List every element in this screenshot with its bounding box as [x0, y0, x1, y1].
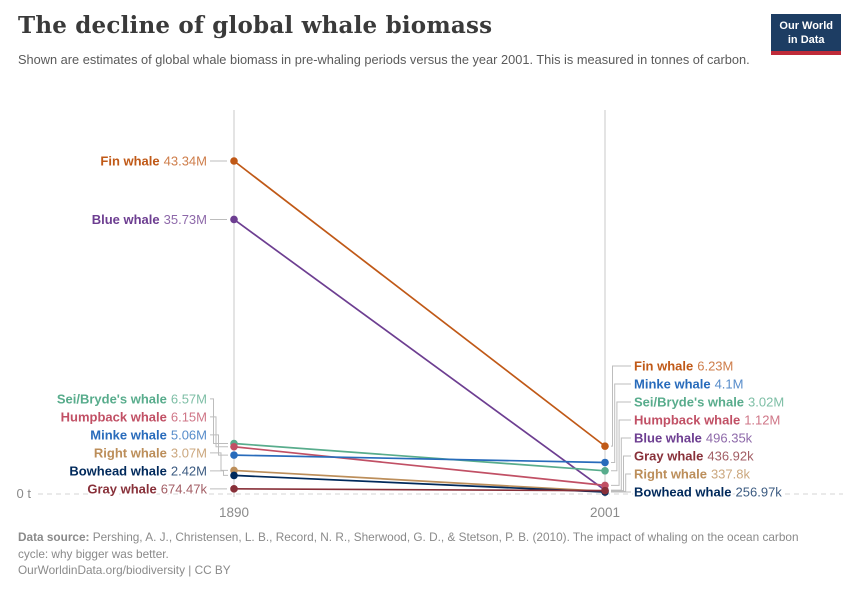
series-dot-1890-bowhead-whale[interactable] [230, 471, 238, 480]
owid-logo-line1: Our World [779, 20, 833, 32]
label-leader-right-sei-bryde-s-whale [611, 401, 631, 472]
series-label-left-blue-whale[interactable]: Blue whale 35.73M [90, 210, 209, 229]
x-axis-tick-2001: 2001 [590, 505, 620, 520]
series-line-right-whale[interactable] [233, 469, 606, 493]
series-label-right-gray-whale[interactable]: Gray whale 436.92k [632, 447, 756, 466]
series-label-right-right-whale[interactable]: Right whale 337.8k [632, 465, 752, 484]
label-leader-left-sei-bryde-s-whale [210, 398, 228, 445]
series-dot-1890-fin-whale[interactable] [230, 157, 238, 165]
owid-logo-line2: in Data [787, 34, 825, 47]
label-leader-left-minke-whale [210, 434, 228, 456]
series-dot-1890-blue-whale[interactable] [230, 215, 238, 224]
y-axis-zero-label: 0 t [17, 486, 32, 501]
series-label-left-minke-whale[interactable]: Minke whale 5.06M [89, 426, 209, 445]
page-subtitle: Shown are estimates of global whale biom… [18, 52, 750, 67]
series-line-minke-whale[interactable] [233, 454, 606, 464]
x-axis-tick-1890: 1890 [219, 505, 249, 520]
series-label-left-bowhead-whale[interactable]: Bowhead whale 2.42M [68, 462, 209, 481]
series-line-blue-whale[interactable] [233, 218, 606, 491]
series-label-right-bowhead-whale[interactable]: Bowhead whale 256.97k [632, 483, 784, 502]
series-line-fin-whale[interactable] [233, 160, 606, 447]
series-dot-2001-minke-whale[interactable] [601, 458, 609, 467]
series-label-left-right-whale[interactable]: Right whale 3.07M [92, 444, 209, 463]
series-dot-2001-humpback-whale[interactable] [601, 481, 609, 490]
series-label-left-humpback-whale[interactable]: Humpback whale 6.15M [59, 408, 209, 427]
label-leader-right-minke-whale [611, 383, 631, 463]
owid-logo[interactable]: Our World in Data [771, 14, 841, 55]
label-leader-left-bowhead-whale [210, 470, 228, 476]
series-line-bowhead-whale[interactable] [233, 474, 606, 493]
label-leader-left-humpback-whale [210, 416, 228, 448]
label-leader-right-right-whale [611, 473, 631, 492]
series-dot-2001-fin-whale[interactable] [601, 442, 609, 450]
label-leader-left-right-whale [210, 452, 228, 471]
footer-link[interactable]: OurWorldinData.org/biodiversity | CC BY [18, 563, 231, 578]
series-line-humpback-whale[interactable] [233, 445, 606, 487]
page-title: The decline of global whale biomass [18, 12, 493, 39]
label-leader-right-blue-whale [611, 437, 631, 491]
series-label-left-sei-bryde-s-whale[interactable]: Sei/Bryde's whale 6.57M [55, 390, 209, 409]
series-label-right-humpback-whale[interactable]: Humpback whale 1.12M [632, 411, 782, 430]
data-source-line: Data source: Pershing, A. J., Christense… [18, 529, 824, 562]
series-label-right-minke-whale[interactable]: Minke whale 4.1M [632, 375, 745, 394]
series-dot-2001-gray-whale[interactable] [601, 486, 609, 495]
series-line-sei-bryde-s-whale[interactable] [233, 442, 606, 472]
series-label-right-sei-bryde-s-whale[interactable]: Sei/Bryde's whale 3.02M [632, 393, 786, 412]
series-label-right-blue-whale[interactable]: Blue whale 496.35k [632, 429, 754, 448]
series-label-right-fin-whale[interactable]: Fin whale 6.23M [632, 357, 735, 376]
label-leader-right-humpback-whale [611, 419, 631, 486]
label-leader-right-fin-whale [611, 365, 631, 447]
series-line-gray-whale[interactable] [233, 487, 606, 492]
series-label-left-fin-whale[interactable]: Fin whale 43.34M [99, 152, 209, 171]
data-source-label: Data source: [18, 530, 90, 544]
series-dot-2001-sei-bryde-s-whale[interactable] [601, 466, 609, 475]
data-source-text: Pershing, A. J., Christensen, L. B., Rec… [18, 530, 799, 561]
chart-footer: Data source: Pershing, A. J., Christense… [18, 529, 824, 579]
label-leader-right-gray-whale [611, 455, 631, 492]
series-dot-1890-gray-whale[interactable] [230, 485, 238, 493]
series-dot-1890-humpback-whale[interactable] [230, 442, 238, 451]
series-label-left-gray-whale[interactable]: Gray whale 674.47k [86, 480, 210, 499]
series-dot-1890-minke-whale[interactable] [230, 451, 238, 459]
